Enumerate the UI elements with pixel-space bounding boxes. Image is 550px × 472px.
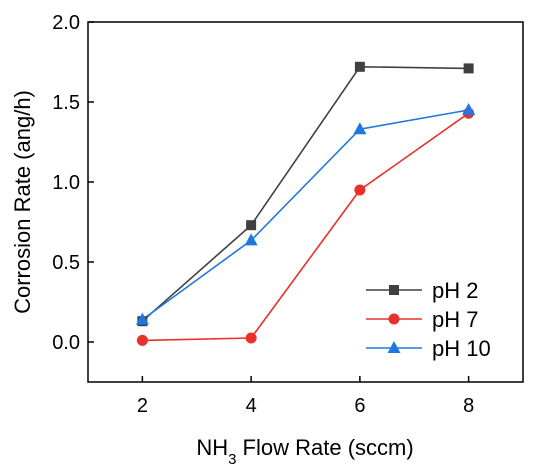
series-line-ph2	[141, 65, 469, 322]
data-point-ph10	[135, 312, 149, 325]
data-point-ph2	[463, 63, 474, 74]
x-tick-label: 6	[354, 395, 365, 417]
y-tick-label: 1.0	[52, 172, 80, 194]
data-point-ph10	[353, 122, 367, 135]
x-axis: 2 4 6 8	[137, 376, 474, 417]
legend-marker-ph10	[387, 341, 401, 353]
series-line-ph10	[141, 109, 469, 321]
x-tick-label: 8	[463, 395, 474, 417]
y-axis: 0.0 0.5 1.0 1.5 2.0	[52, 12, 94, 354]
x-axis-title-main: NH	[196, 435, 228, 460]
legend-label-ph10: pH 10	[432, 336, 491, 361]
y-axis-title: Corrosion Rate (ang/h)	[10, 90, 35, 314]
data-point-ph7	[136, 334, 148, 346]
plot-area-frame	[87, 21, 524, 383]
x-axis-title-subscript: 3	[228, 451, 236, 468]
series-line-ph7	[142, 112, 470, 342]
y-tick-label: 0.5	[52, 252, 80, 274]
legend-marker-ph2	[389, 285, 399, 295]
y-tick-label: 2.0	[52, 12, 80, 34]
data-point-ph2	[354, 61, 365, 72]
x-axis-title: NH3 Flow Rate (sccm)	[196, 435, 413, 468]
x-tick-label: 2	[137, 395, 148, 417]
data-point-ph10	[462, 103, 476, 115]
series-markers	[135, 61, 476, 346]
legend-label-ph7: pH 7	[432, 307, 478, 332]
data-point-ph7	[354, 184, 366, 196]
data-point-ph2	[246, 220, 257, 231]
y-tick-label: 0.0	[52, 332, 80, 354]
data-point-ph7	[245, 332, 257, 344]
data-point-ph10	[244, 233, 258, 246]
legend: pH 2 pH 7 pH 10	[366, 278, 491, 361]
x-tick-label: 4	[246, 395, 257, 417]
y-tick-label: 1.5	[52, 92, 80, 114]
legend-marker-ph7	[388, 313, 400, 325]
series-lines	[141, 65, 470, 342]
x-axis-title-rest: Flow Rate (sccm)	[236, 435, 413, 460]
legend-label-ph2: pH 2	[432, 278, 478, 303]
